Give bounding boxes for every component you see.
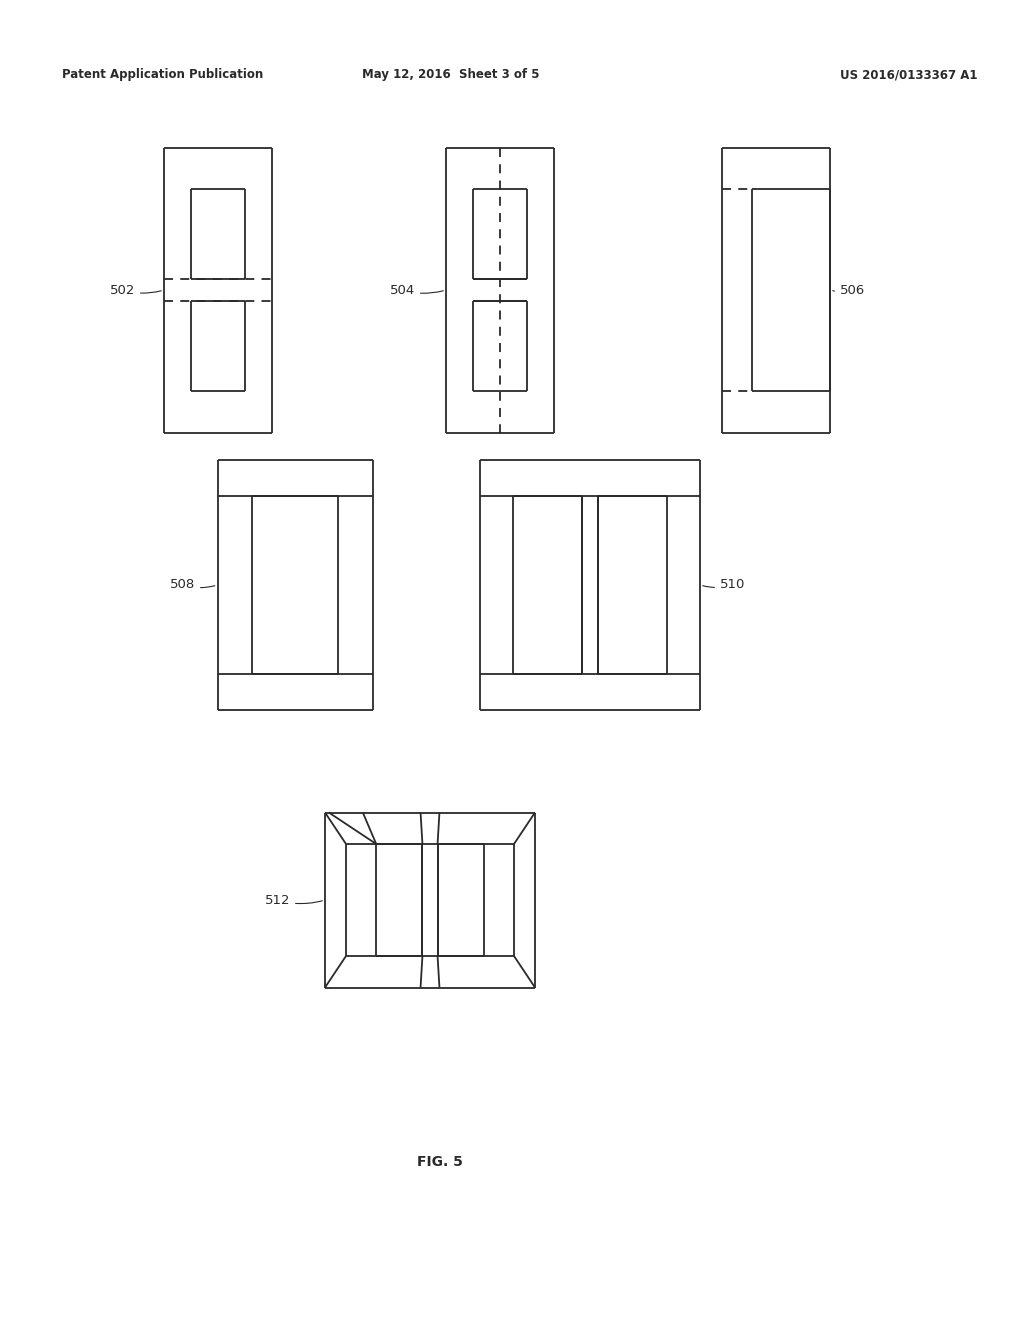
Text: Patent Application Publication: Patent Application Publication xyxy=(62,69,263,81)
Text: 512: 512 xyxy=(264,894,323,907)
Text: US 2016/0133367 A1: US 2016/0133367 A1 xyxy=(841,69,978,81)
Text: 502: 502 xyxy=(110,284,162,297)
Text: 504: 504 xyxy=(390,284,443,297)
Text: 506: 506 xyxy=(833,284,865,297)
Text: 510: 510 xyxy=(702,578,745,591)
Text: 508: 508 xyxy=(170,578,215,591)
Text: May 12, 2016  Sheet 3 of 5: May 12, 2016 Sheet 3 of 5 xyxy=(361,69,540,81)
Text: FIG. 5: FIG. 5 xyxy=(418,1155,463,1170)
